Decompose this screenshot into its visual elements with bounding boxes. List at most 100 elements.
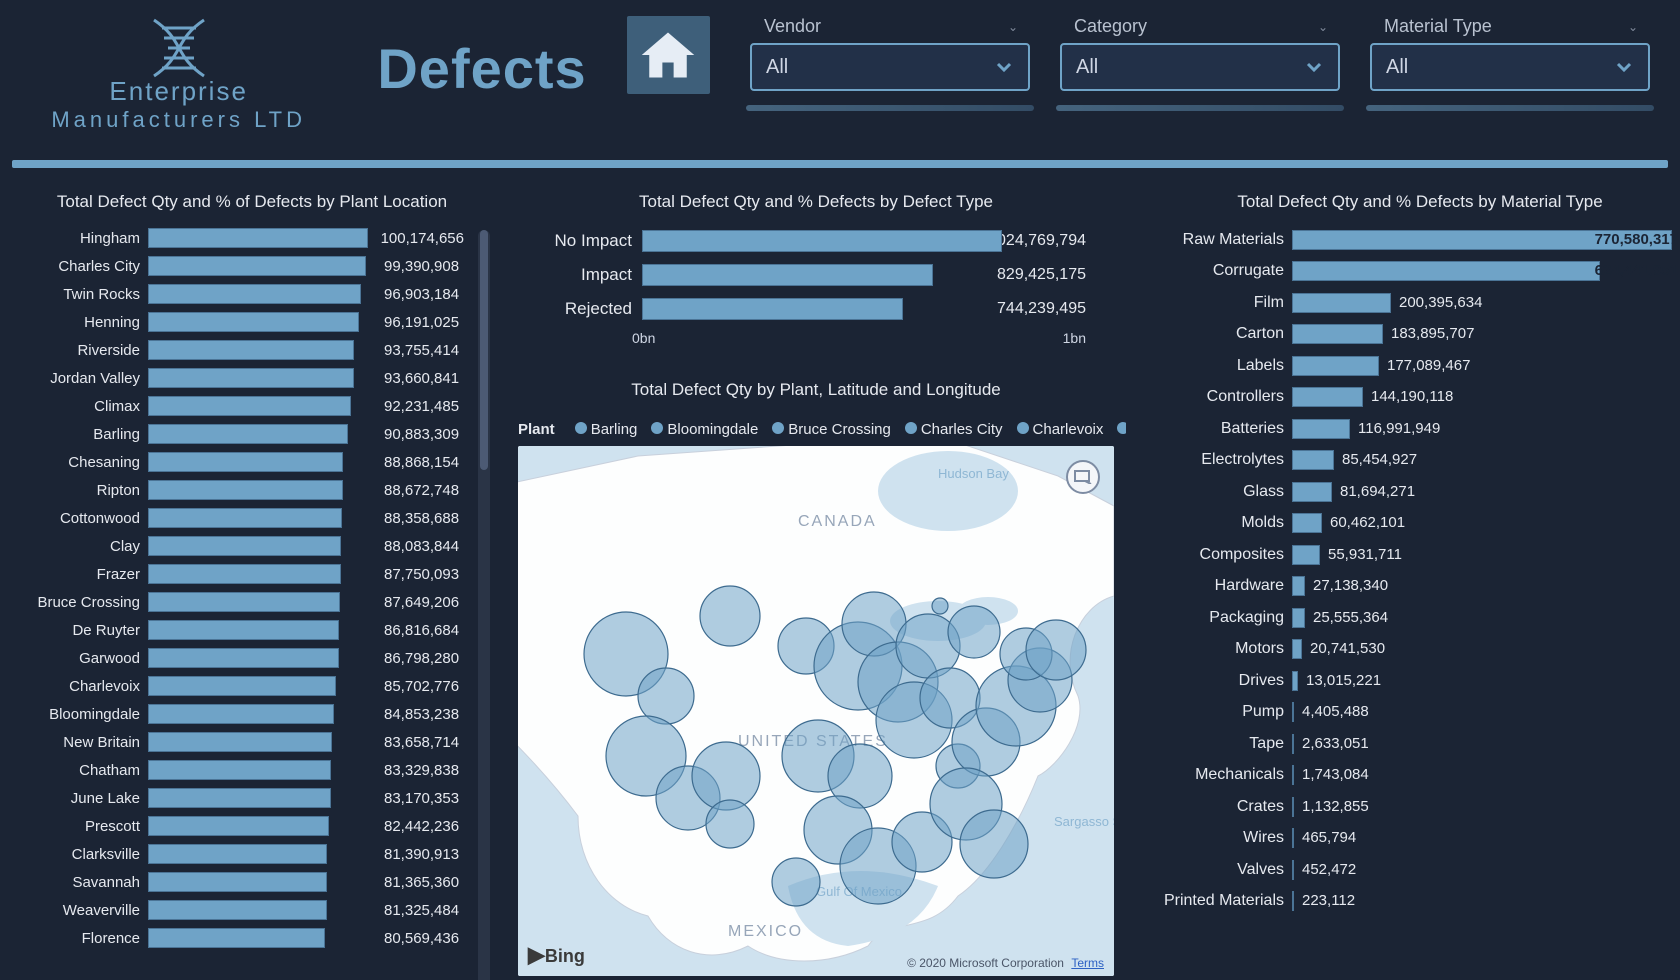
plant-chart-scrollbar[interactable]	[478, 230, 490, 980]
plant-row-label: Chatham	[20, 762, 140, 779]
plant-row[interactable]: Twin Rocks96,903,184	[20, 280, 464, 308]
plant-row[interactable]: Prescott82,442,236	[20, 812, 464, 840]
scrollbar-thumb[interactable]	[480, 230, 488, 470]
bar-track: 177,089,467	[1292, 354, 1680, 378]
plant-row[interactable]: Henning96,191,025	[20, 308, 464, 336]
material-row[interactable]: Motors20,741,530	[1144, 634, 1680, 666]
map-legend-item[interactable]: Charlevoix	[1017, 421, 1104, 438]
plant-row[interactable]: New Britain83,658,714	[20, 728, 464, 756]
map-bubble[interactable]	[706, 800, 754, 848]
bar-track: 1,132,855	[1292, 795, 1680, 819]
plant-row[interactable]: Charlevoix85,702,776	[20, 672, 464, 700]
bar-track	[148, 451, 368, 473]
center-column: Total Defect Qty and % Defects by Defect…	[506, 182, 1126, 980]
plant-row[interactable]: Weaverville81,325,484	[20, 896, 464, 924]
plant-row[interactable]: Florence80,569,436	[20, 924, 464, 952]
plant-row[interactable]: Bloomingdale84,853,238	[20, 700, 464, 728]
defecttype-chart: Total Defect Qty and % Defects by Defect…	[506, 182, 1126, 362]
map-legend-item[interactable]: Bruce Crossing	[772, 421, 891, 438]
plant-row[interactable]: Garwood86,798,280	[20, 644, 464, 672]
home-button[interactable]	[627, 16, 710, 94]
material-row[interactable]: Controllers144,190,118	[1144, 382, 1680, 414]
material-row[interactable]: Pump4,405,488	[1144, 697, 1680, 729]
bar-track	[148, 479, 368, 501]
plant-row-value: 84,853,238	[376, 706, 459, 723]
bar-fill	[1292, 576, 1305, 596]
plant-row-label: Riverside	[20, 342, 140, 359]
plant-row[interactable]: Chatham83,329,838	[20, 756, 464, 784]
material-row[interactable]: Crates1,132,855	[1144, 791, 1680, 823]
plant-row-label: Climax	[20, 398, 140, 415]
plant-row[interactable]: June Lake83,170,353	[20, 784, 464, 812]
map-terms-link[interactable]: Terms	[1071, 956, 1104, 970]
map-bubble[interactable]	[932, 598, 948, 614]
material-row[interactable]: Packaging25,555,364	[1144, 602, 1680, 634]
defecttype-row[interactable]: Impact829,425,175	[522, 258, 1086, 292]
map-bubble[interactable]	[948, 606, 1000, 658]
material-row[interactable]: Printed Materials223,112	[1144, 886, 1680, 918]
material-row[interactable]: Wires465,794	[1144, 823, 1680, 855]
plant-row[interactable]: Jordan Valley93,660,841	[20, 364, 464, 392]
filter-dropdown[interactable]: All	[1060, 43, 1340, 91]
plant-row[interactable]: Riverside93,755,414	[20, 336, 464, 364]
filter-dropdown[interactable]: All	[1370, 43, 1650, 91]
material-row-label: Mechanicals	[1144, 766, 1284, 784]
map-legend-item[interactable]: Charles City	[905, 421, 1003, 438]
filter-dropdown[interactable]: All	[750, 43, 1030, 91]
material-row[interactable]: Film200,395,634	[1144, 287, 1680, 319]
map-bubble[interactable]	[1026, 620, 1086, 680]
plant-row-label: Charles City	[20, 258, 140, 275]
material-row[interactable]: Valves452,472	[1144, 854, 1680, 886]
page-title: Defects	[377, 36, 586, 101]
material-row[interactable]: Composites55,931,711	[1144, 539, 1680, 571]
plant-row[interactable]: Barling90,883,309	[20, 420, 464, 448]
material-row[interactable]: Mechanicals1,743,084	[1144, 760, 1680, 792]
plant-row[interactable]: Clay88,083,844	[20, 532, 464, 560]
material-row[interactable]: Electrolytes85,454,927	[1144, 445, 1680, 477]
material-row[interactable]: Hardware27,138,340	[1144, 571, 1680, 603]
map-focus-button[interactable]	[1066, 460, 1100, 494]
material-row[interactable]: Corrugate624,441,951	[1144, 256, 1680, 288]
material-row[interactable]: Raw Materials770,580,317	[1144, 224, 1680, 256]
plant-row-label: Bruce Crossing	[20, 594, 140, 611]
map-legend-item[interactable]: Barling	[575, 421, 638, 438]
material-row[interactable]: Molds60,462,101	[1144, 508, 1680, 540]
map-canvas[interactable]: CANADA UNITED STATES MEXICO Hudson Bay G…	[518, 446, 1114, 976]
bar-fill	[148, 648, 339, 668]
bar-fill	[148, 312, 359, 332]
bar-fill	[1292, 482, 1332, 502]
map-bubble[interactable]	[960, 810, 1028, 878]
material-row[interactable]: Glass81,694,271	[1144, 476, 1680, 508]
map-legend-item[interactable]: Chatham	[1117, 421, 1126, 438]
bar-fill	[1292, 513, 1322, 533]
plant-row[interactable]: Clarksville81,390,913	[20, 840, 464, 868]
plant-row[interactable]: Chesaning88,868,154	[20, 448, 464, 476]
material-row[interactable]: Tape2,633,051	[1144, 728, 1680, 760]
material-row[interactable]: Batteries116,991,949	[1144, 413, 1680, 445]
plant-row[interactable]: Cottonwood88,358,688	[20, 504, 464, 532]
map-legend-lead: Plant	[518, 421, 555, 438]
bar-fill	[148, 564, 341, 584]
map-attribution: © 2020 Microsoft Corporation Terms	[907, 956, 1104, 970]
material-row-label: Packaging	[1144, 609, 1284, 627]
material-row[interactable]: Drives13,015,221	[1144, 665, 1680, 697]
map-bubble[interactable]	[700, 586, 760, 646]
defecttype-row[interactable]: No Impact1,024,769,794	[522, 224, 1086, 258]
plant-row[interactable]: Climax92,231,485	[20, 392, 464, 420]
plant-row[interactable]: Hingham100,174,656	[20, 224, 464, 252]
plant-row[interactable]: Frazer87,750,093	[20, 560, 464, 588]
material-row[interactable]: Carton183,895,707	[1144, 319, 1680, 351]
defecttype-row[interactable]: Rejected744,239,495	[522, 292, 1086, 326]
map-legend-item[interactable]: Bloomingdale	[651, 421, 758, 438]
plant-row[interactable]: Bruce Crossing87,649,206	[20, 588, 464, 616]
material-row-label: Composites	[1144, 546, 1284, 564]
plant-row[interactable]: Savannah81,365,360	[20, 868, 464, 896]
plant-row[interactable]: Ripton88,672,748	[20, 476, 464, 504]
plant-row[interactable]: De Ruyter86,816,684	[20, 616, 464, 644]
map-bubble[interactable]	[772, 858, 820, 906]
bar-track	[148, 927, 368, 949]
plant-row[interactable]: Charles City99,390,908	[20, 252, 464, 280]
material-row[interactable]: Labels177,089,467	[1144, 350, 1680, 382]
bar-fill	[148, 536, 341, 556]
home-icon	[638, 27, 698, 83]
